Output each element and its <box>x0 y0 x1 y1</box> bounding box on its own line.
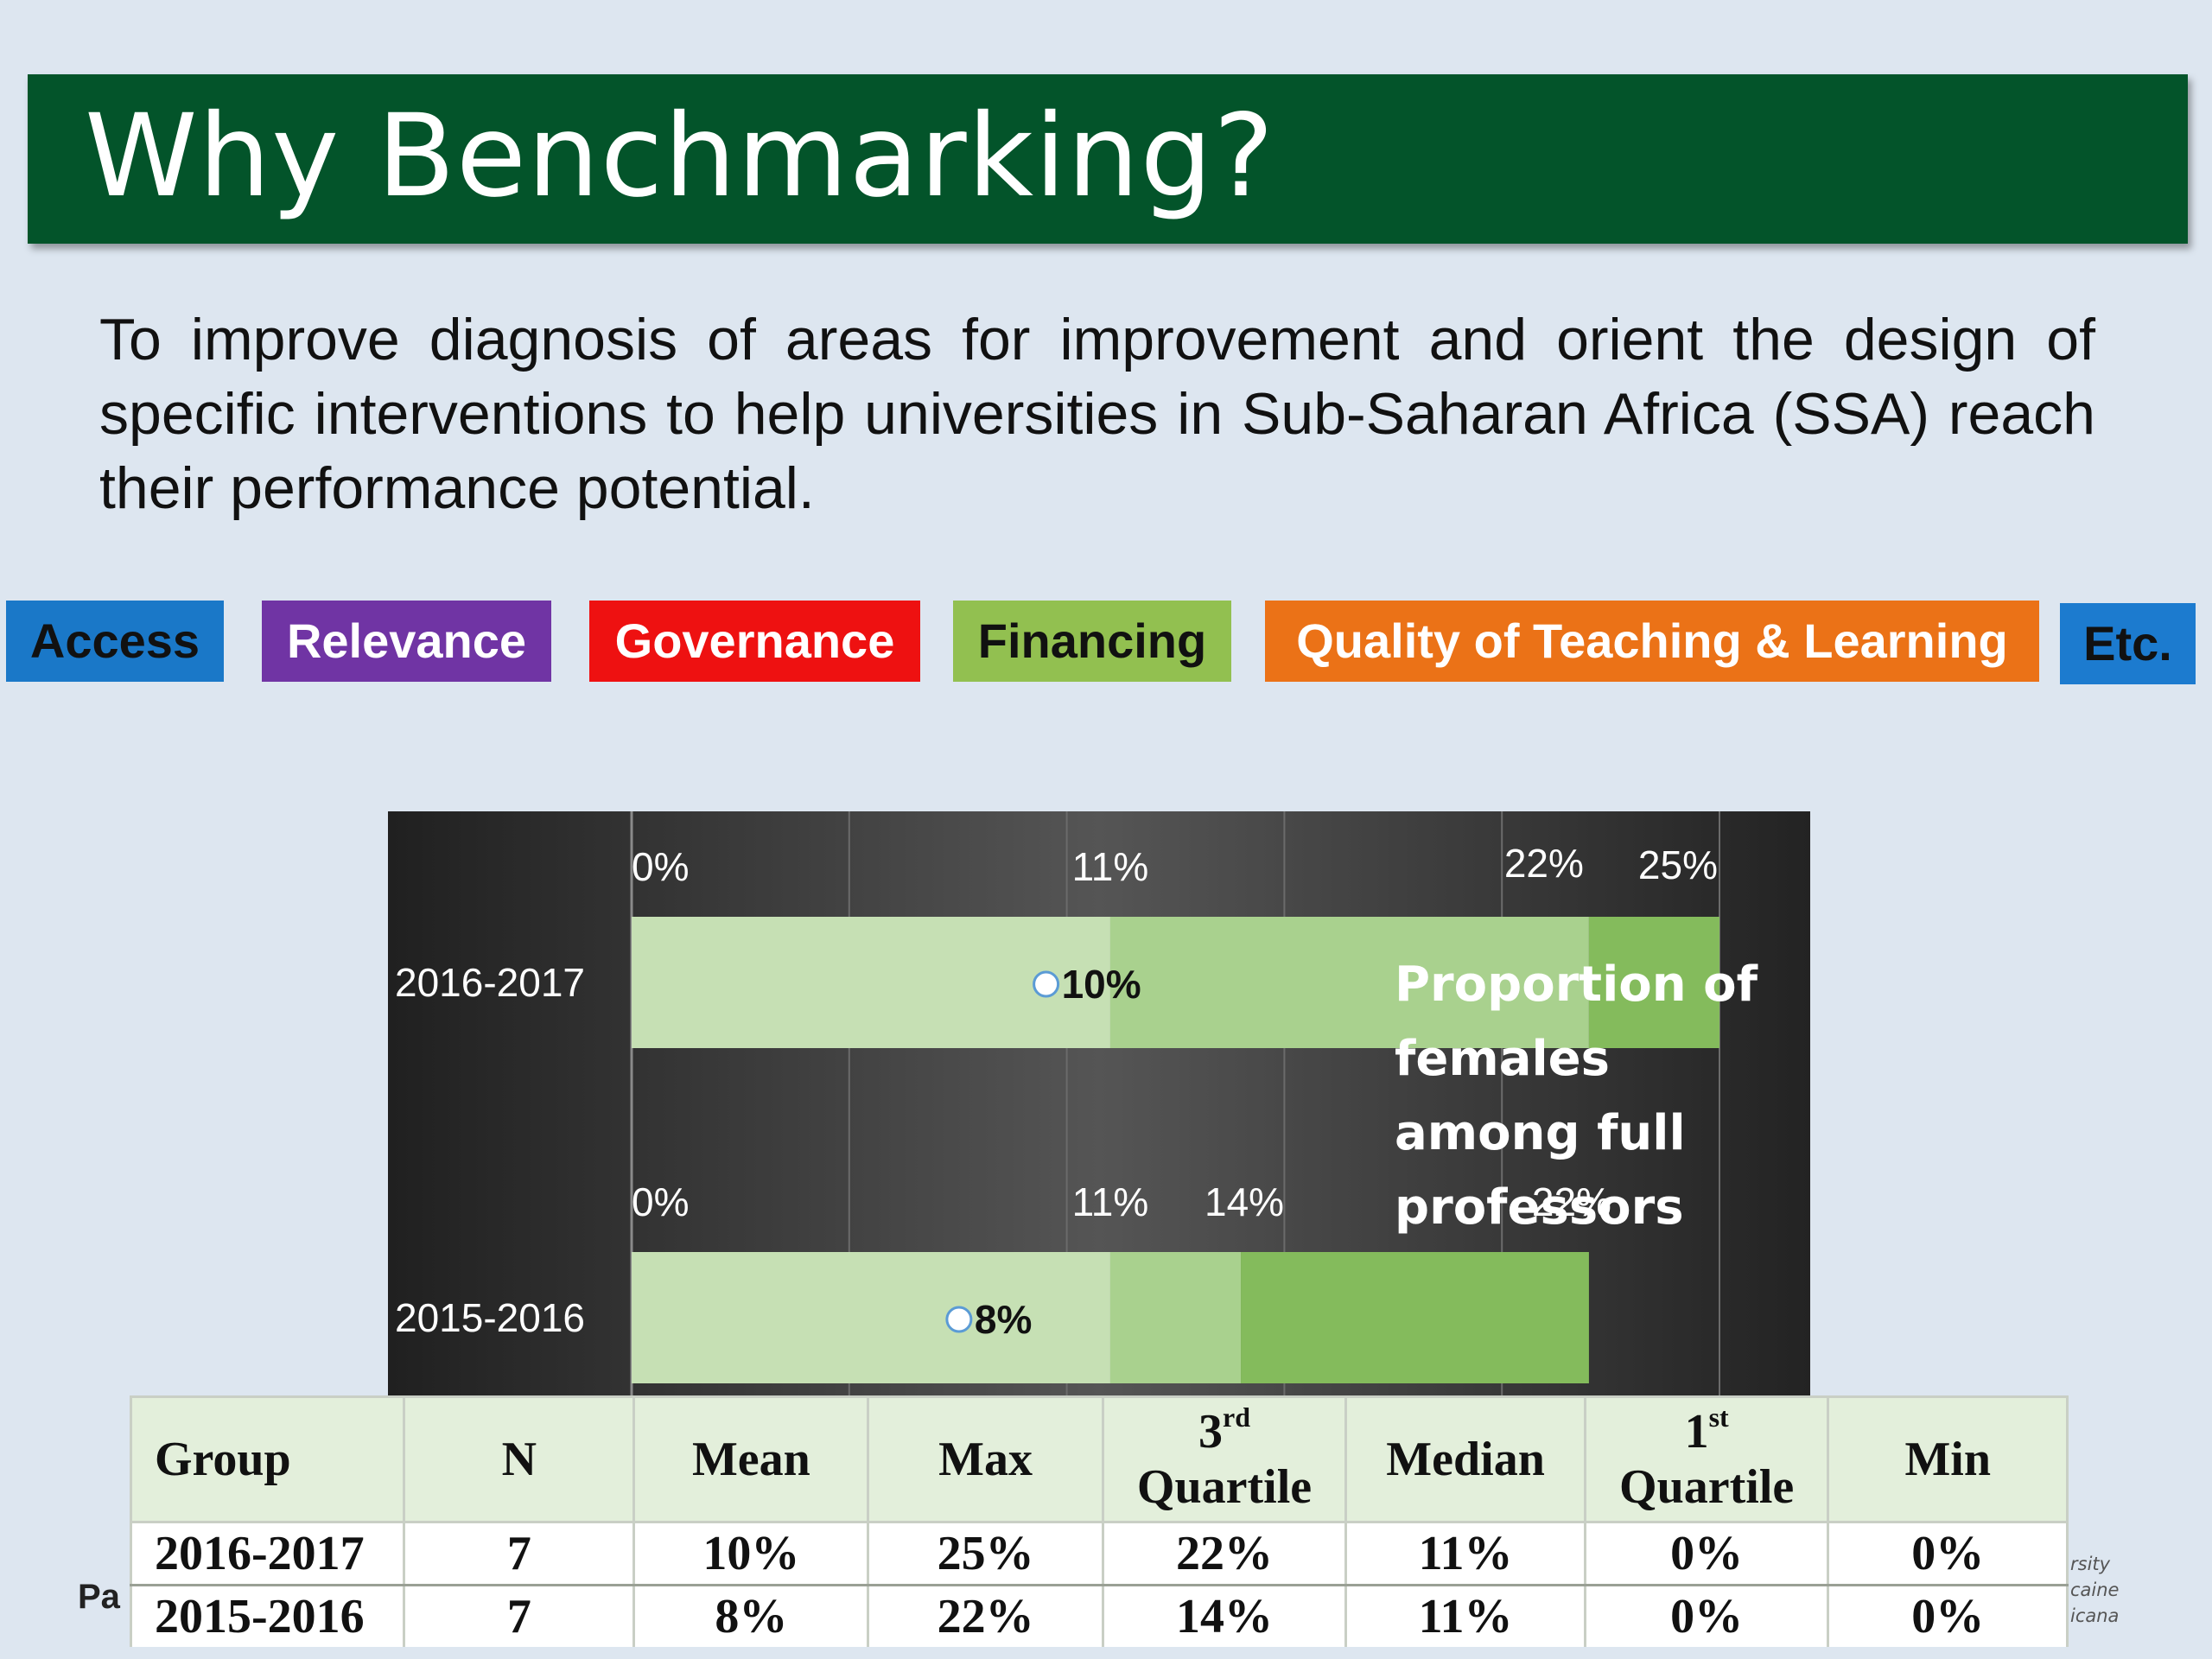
tag-relevance: Relevance <box>262 601 551 682</box>
page-label-fragment: Pa <box>78 1578 120 1616</box>
table-row: 2016-2017 7 10% 25% 22% 11% 0% 0% <box>129 1522 2069 1586</box>
header-max: Max <box>867 1395 1104 1523</box>
data-label-mean: 8% <box>975 1297 1032 1342</box>
cell-n: 7 <box>403 1522 636 1586</box>
data-label-mean: 10% <box>1062 962 1141 1007</box>
category-label: 2015-2016 <box>395 1295 585 1340</box>
intro-text: To improve diagnosis of areas for improv… <box>99 307 2095 521</box>
header-group: Group <box>129 1395 406 1523</box>
cell-max: 25% <box>867 1522 1104 1586</box>
chart-annotation: Proportion of females among full profess… <box>1395 957 1758 1236</box>
chart-panel: 2016-2017 0% 11% 22% 25% 10% 2015-2016 0% 11% 14%… <box>388 811 1810 1399</box>
data-label-max: 25% <box>1638 842 1718 887</box>
logo-line: icana <box>2070 1605 2120 1626</box>
cell-group: 2015-2016 <box>129 1585 406 1647</box>
data-label-min: 0% <box>632 844 689 889</box>
data-label-q3: 22% <box>1504 841 1584 886</box>
page-title: Why Benchmarking? <box>85 90 1275 223</box>
logo-text-fragment: rsity caine icana <box>2070 1551 2119 1629</box>
table-row: 2015-2016 7 8% 22% 14% 11% 0% 0% <box>129 1585 2069 1647</box>
cell-mean: 10% <box>632 1522 870 1586</box>
table-header-row: Group N Mean Max 3rd Quartile Median 1st Q… <box>129 1395 2069 1523</box>
bar-segment-q3-to-max <box>1241 1252 1589 1383</box>
box-plot-chart: 2016-2017 0% 11% 22% 25% 10% 2015-2016 0% 11% 14%… <box>388 811 1810 1399</box>
logo-line: rsity <box>2070 1554 2111 1574</box>
mean-marker <box>1033 970 1060 998</box>
header-median: Median <box>1344 1395 1586 1523</box>
data-label-median: 11% <box>1072 1179 1149 1224</box>
cell-3rd-quartile: 22% <box>1101 1522 1348 1586</box>
cell-1st-quartile: 0% <box>1583 1522 1830 1586</box>
cell-median: 11% <box>1344 1522 1586 1586</box>
summary-table: Group N Mean Max 3rd Quartile Median 1st Q… <box>129 1395 2069 1647</box>
cell-group: 2016-2017 <box>129 1522 406 1586</box>
cell-median: 11% <box>1344 1585 1586 1647</box>
cell-1st-quartile: 0% <box>1583 1585 1830 1647</box>
category-label: 2016-2017 <box>395 960 585 1005</box>
header-mean: Mean <box>632 1395 870 1523</box>
mean-marker <box>945 1306 973 1333</box>
data-label-max: 22% <box>1532 1179 1611 1224</box>
bar-segment-min-to-median <box>632 917 1110 1048</box>
cell-mean: 8% <box>632 1585 870 1647</box>
tag-etc: Etc. <box>2060 603 2196 684</box>
header-n: N <box>403 1395 636 1523</box>
bar-segment-min-to-median <box>632 1252 1110 1383</box>
cell-max: 22% <box>867 1585 1104 1647</box>
bar-segment-median-to-q3 <box>1109 917 1589 1048</box>
cell-3rd-quartile: 14% <box>1101 1585 1348 1647</box>
logo-line: caine <box>2070 1580 2120 1600</box>
header-1st-quartile: 1st Quartile <box>1583 1395 1830 1523</box>
header-min: Min <box>1827 1395 2069 1523</box>
data-label-q3: 14% <box>1205 1179 1284 1224</box>
cell-n: 7 <box>403 1585 636 1647</box>
bar-segment-q3-to-max <box>1588 917 1719 1048</box>
cell-min: 0% <box>1827 1585 2069 1647</box>
data-label-min: 0% <box>632 1179 689 1224</box>
tag-access: Access <box>6 601 224 682</box>
data-label-median: 11% <box>1072 844 1149 889</box>
tag-quality-teaching-learning: Quality of Teaching & Learning <box>1265 601 2039 682</box>
header-3rd-quartile: 3rd Quartile <box>1101 1395 1348 1523</box>
title-bar: Why Benchmarking? <box>28 74 2188 244</box>
tag-financing: Financing <box>953 601 1231 682</box>
tag-governance: Governance <box>589 601 920 682</box>
cell-min: 0% <box>1827 1522 2069 1586</box>
bar-segment-median-to-q3 <box>1109 1252 1242 1383</box>
